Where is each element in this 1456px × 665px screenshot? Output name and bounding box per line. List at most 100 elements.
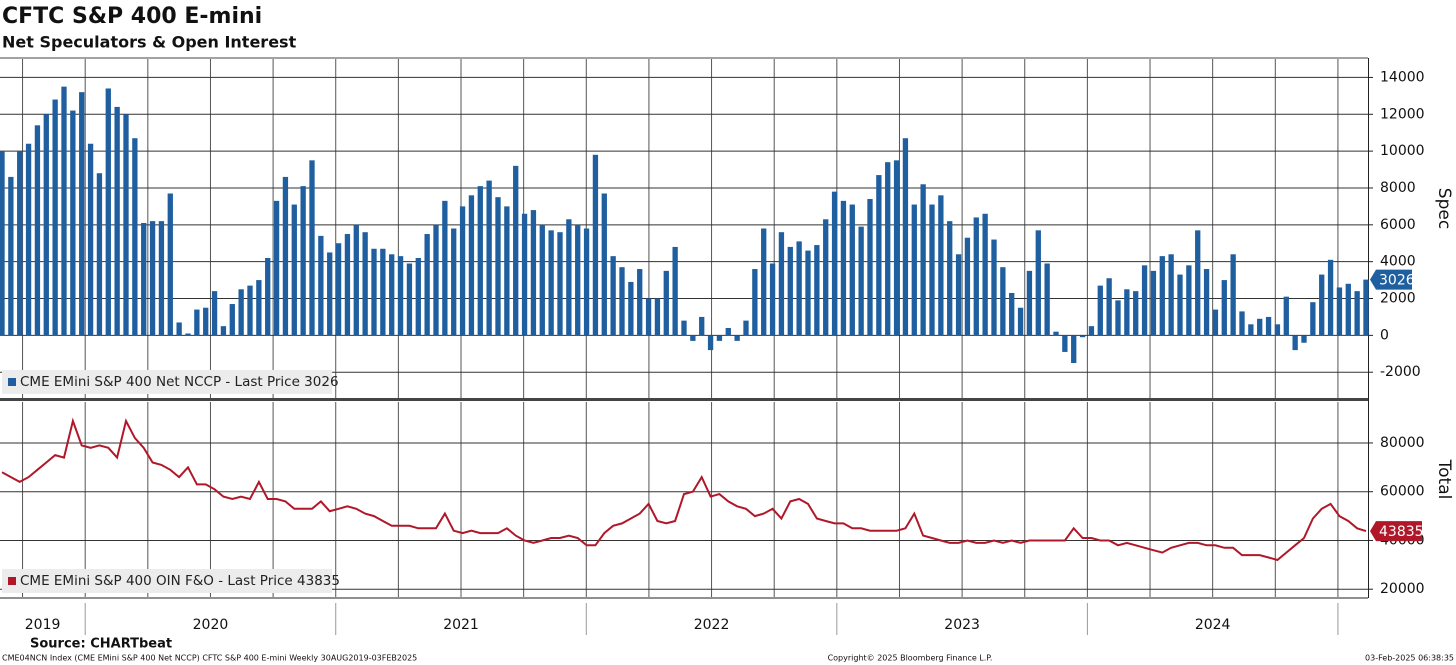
bar [1274,324,1281,336]
y-axis-label: Total [1434,459,1454,500]
bar [282,176,289,336]
bar [371,248,377,336]
bar [796,241,802,336]
bar [265,257,271,336]
y-tick-label: 12000 [1380,106,1425,122]
bar [424,234,430,336]
bar [34,125,41,336]
bar [513,165,519,336]
bar [362,232,368,336]
bar [380,248,386,336]
x-tick-label: 2020 [193,617,229,633]
bar [1106,278,1112,336]
bar [1203,269,1210,336]
bar [1168,254,1174,336]
bar [831,191,838,336]
bar [1009,292,1015,336]
bar [1327,259,1334,336]
bar [114,106,120,336]
bar [52,99,58,336]
bar [1283,296,1289,336]
bar [43,114,49,336]
bar [690,335,696,341]
bar [344,234,351,336]
bar [309,160,315,336]
bar [79,92,85,336]
bar [761,228,767,336]
bar [521,213,528,336]
bar [601,193,607,336]
chart-subtitle: Net Speculators & Open Interest [2,33,297,52]
bar [787,246,793,336]
bar [247,285,253,336]
y-tick-label: -2000 [1380,364,1421,380]
bar [211,291,218,336]
bar [87,143,94,336]
bar [867,199,873,336]
bar [1301,335,1307,343]
bar [920,184,926,336]
bar [238,289,244,336]
bar [504,206,510,336]
bar [220,326,227,336]
bar [1133,291,1139,336]
bar [548,230,554,336]
y-tick-label: 10000 [1380,143,1425,159]
bar [1345,283,1351,336]
bar [1035,230,1041,336]
x-tick-label: 2021 [443,617,479,633]
bar [964,237,971,336]
last-value-badge [1370,269,1412,290]
bar [185,333,191,336]
line [1,417,1367,562]
y-tick-label: 2000 [1380,291,1416,307]
x-tick-label: 2019 [25,617,61,633]
bar [1088,326,1095,336]
bar [229,304,235,336]
bar [1221,280,1227,336]
bar [96,173,103,336]
bar [8,176,14,336]
y-axis-label: Spec [1434,188,1454,229]
bar [1336,287,1343,336]
bar [876,175,882,336]
bar [557,232,563,336]
bar [1053,331,1059,336]
bar [149,221,156,336]
bar [70,110,76,336]
bar [1310,302,1316,336]
bar [1230,254,1236,336]
bar [477,186,483,336]
bar [353,224,359,336]
bar [167,193,173,336]
bar [141,222,147,336]
bar [203,307,209,336]
bar [1026,270,1033,336]
bar [158,221,165,336]
bar [955,254,962,336]
bar [530,210,537,336]
bar [1124,289,1130,336]
bar [1115,300,1121,336]
bar [539,224,545,336]
bar [1159,256,1165,336]
bar [1292,335,1298,351]
y-tick-label: 14000 [1380,69,1425,85]
bar [1212,309,1219,336]
bar [468,195,475,336]
bar [17,151,23,336]
bar [982,213,988,336]
bar [619,267,625,336]
bar [725,327,731,336]
bar [1363,279,1369,336]
bar [105,88,111,336]
bar [495,197,501,336]
footer-left: CME04NCN Index (CME EMini S&P 400 Net NC… [2,654,417,663]
y-tick-label: 8000 [1380,180,1416,196]
bar [25,143,32,336]
bar [743,320,749,336]
legend-swatch [8,577,16,585]
bar [1354,291,1360,336]
last-value-badge [1370,521,1422,542]
